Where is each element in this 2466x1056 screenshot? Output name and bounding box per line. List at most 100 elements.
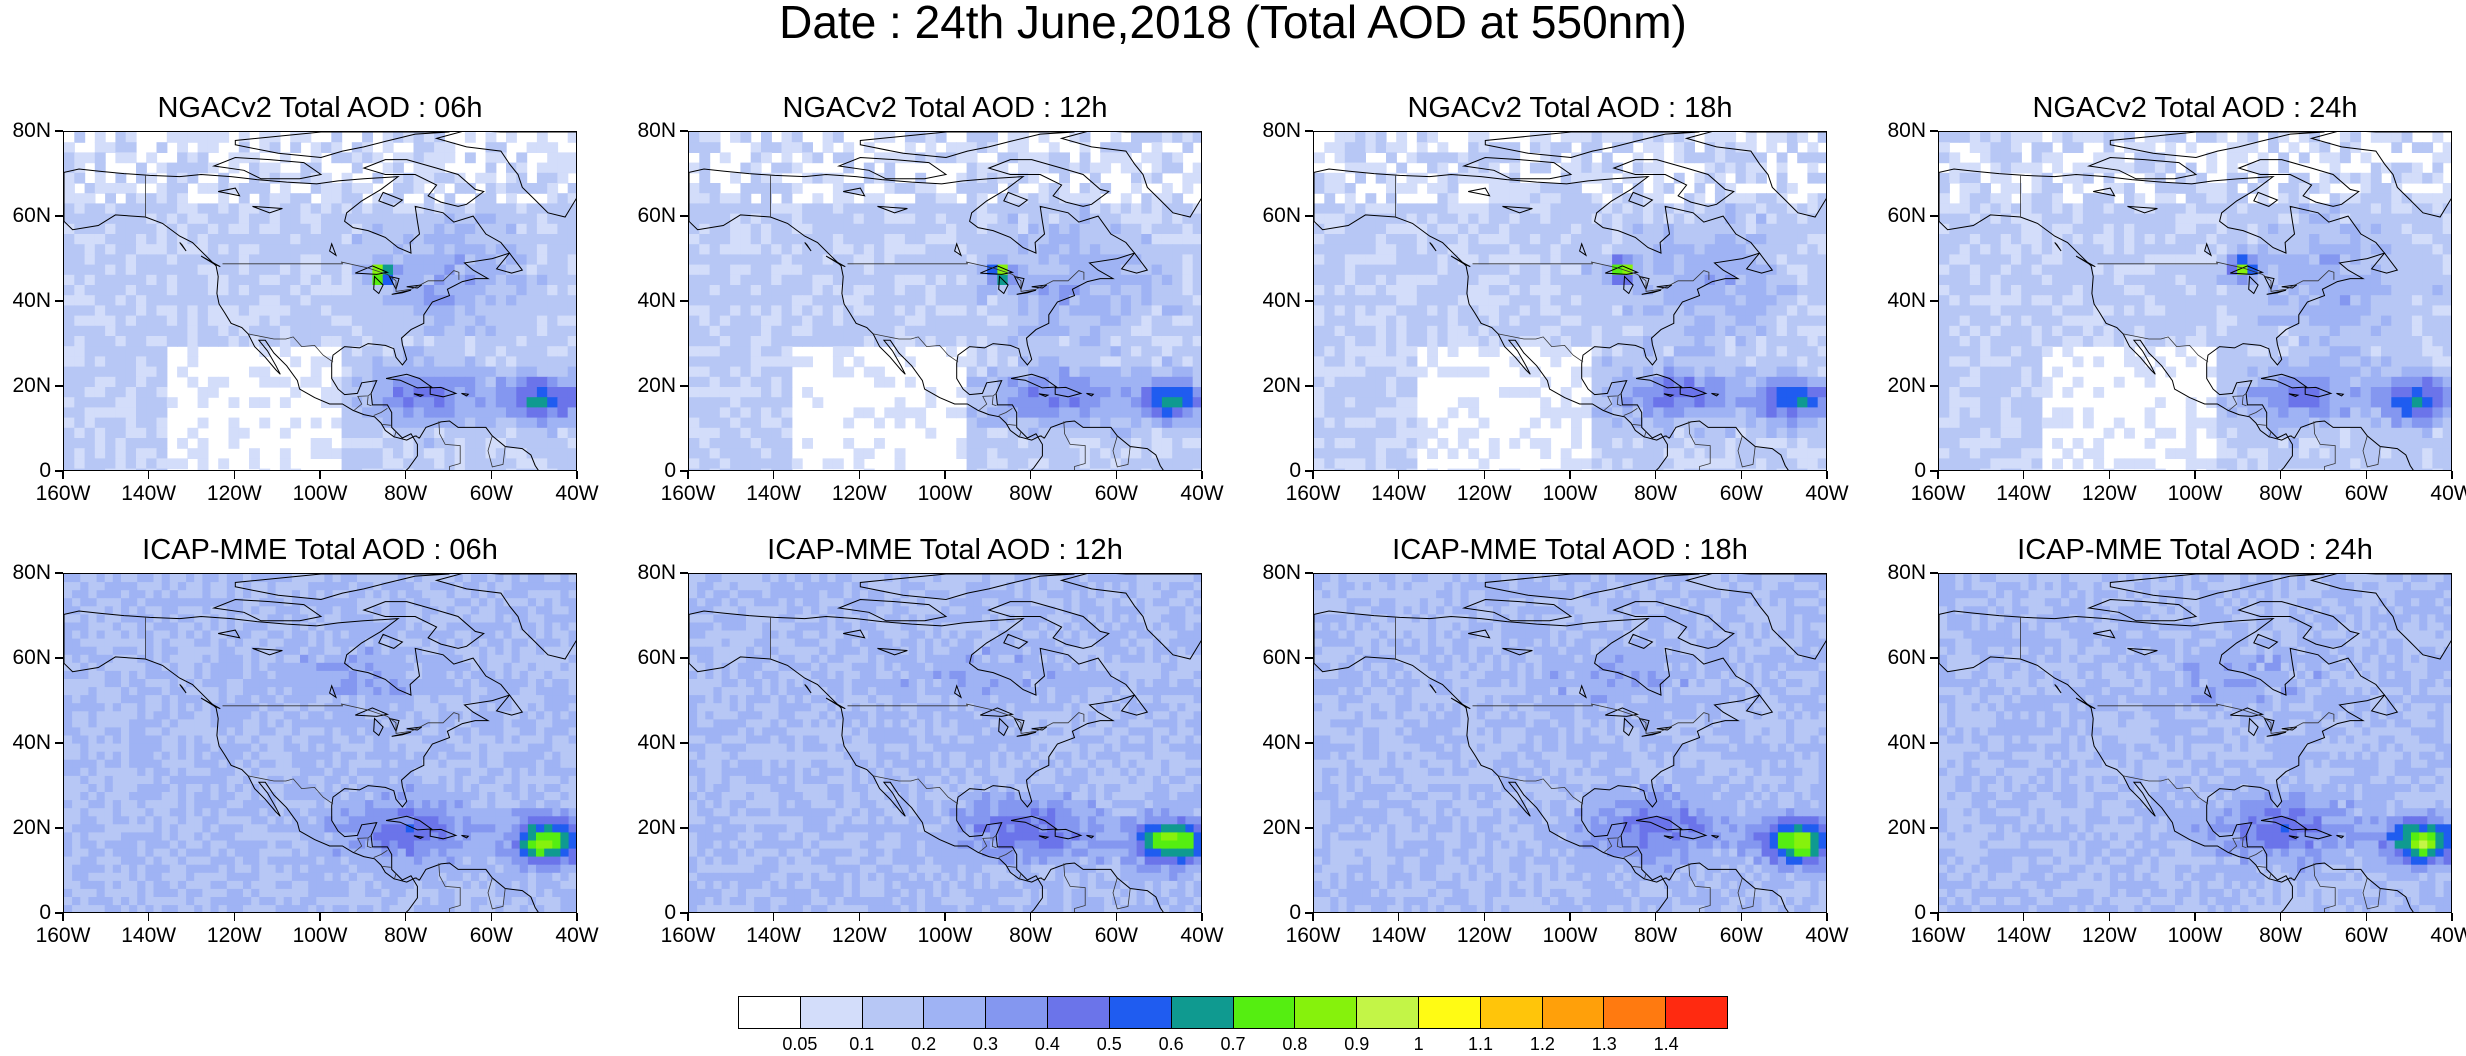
colorbar-swatch: [739, 997, 801, 1028]
lat-tick: [1930, 572, 1938, 574]
lat-tick: [1930, 470, 1938, 472]
lat-tick: [680, 742, 688, 744]
lon-tick-label: 100W: [2167, 482, 2223, 505]
aod-field-map: [64, 574, 576, 912]
lon-tick: [1115, 471, 1118, 479]
map-plot-area: [688, 131, 1202, 471]
lat-tick: [1305, 572, 1313, 574]
lat-tick: [55, 827, 63, 829]
lat-tick: [680, 572, 688, 574]
lon-tick: [1740, 471, 1743, 479]
lat-tick-label: 20N: [12, 374, 51, 397]
lon-tick-label: 60W: [1719, 924, 1763, 947]
colorbar-tick-label: 0.7: [1220, 1034, 1246, 1054]
lat-tick-label: 80N: [12, 561, 51, 584]
lon-tick-label: 80W: [1009, 924, 1053, 947]
lat-tick-label: 60N: [1887, 646, 1926, 669]
coastlines: [64, 132, 576, 470]
lon-tick-label: 160W: [35, 924, 91, 947]
country-borders: [1395, 175, 1756, 470]
aod-grid-cells: [1314, 132, 1826, 470]
lat-tick: [1305, 130, 1313, 132]
lon-tick-label: 120W: [831, 482, 887, 505]
colorbar-tick-label: 0.2: [911, 1034, 937, 1054]
colorbar-tick-label: 1.2: [1529, 1034, 1555, 1054]
lat-tick-label: 20N: [1887, 816, 1926, 839]
lat-tick: [1305, 912, 1313, 914]
lon-tick-label: 160W: [1285, 924, 1341, 947]
lon-tick-label: 140W: [1371, 482, 1427, 505]
map-plot-area: [1938, 131, 2452, 471]
lat-tick-label: 60N: [12, 646, 51, 669]
lon-tick: [1937, 471, 1939, 479]
coastlines: [1939, 574, 2451, 912]
lat-tick: [680, 300, 688, 302]
aod-grid-cells: [689, 574, 1201, 912]
lon-tick: [1029, 913, 1032, 921]
lon-tick-label: 40W: [2430, 924, 2466, 947]
panel-title: NGACv2 Total AOD : 24h: [2032, 92, 2358, 124]
lat-tick-label: 60N: [637, 204, 676, 227]
colorbar-swatch: [1048, 997, 1110, 1028]
colorbar-swatch: [1418, 997, 1481, 1028]
lat-tick-label: 0: [1289, 901, 1301, 924]
lon-tick: [1201, 471, 1203, 479]
lon-tick: [404, 471, 407, 479]
lat-tick-label: 0: [1914, 459, 1926, 482]
lat-tick-label: 0: [1914, 901, 1926, 924]
lon-tick: [490, 913, 493, 921]
lat-tick: [1305, 215, 1313, 217]
lat-tick-label: 60N: [1262, 646, 1301, 669]
lat-tick-label: 40N: [637, 731, 676, 754]
lon-tick-label: 40W: [1180, 482, 1224, 505]
lon-tick: [1312, 471, 1314, 479]
lon-tick-label: 80W: [2259, 924, 2303, 947]
lon-tick: [687, 913, 689, 921]
lat-tick-label: 80N: [12, 119, 51, 142]
map-plot-area: [688, 573, 1202, 913]
lon-tick-label: 60W: [2344, 482, 2388, 505]
lon-tick: [404, 913, 407, 921]
lon-tick-label: 160W: [660, 482, 716, 505]
lon-tick-label: 120W: [831, 924, 887, 947]
colorbar-swatch: [986, 997, 1049, 1028]
lon-tick-label: 140W: [1996, 924, 2052, 947]
coastlines: [1939, 132, 2451, 470]
aod-grid-cells: [64, 132, 576, 470]
lat-tick: [55, 300, 63, 302]
lat-tick-label: 80N: [637, 561, 676, 584]
lon-tick: [147, 471, 150, 479]
colorbar-tick-label: 0.5: [1096, 1034, 1122, 1054]
lat-tick-label: 0: [664, 459, 676, 482]
lat-tick: [55, 130, 63, 132]
colorbar-tick-label: 0.3: [972, 1034, 999, 1054]
lat-tick-label: 60N: [637, 646, 676, 669]
lat-tick: [1930, 300, 1938, 302]
lon-tick-label: 140W: [746, 482, 802, 505]
aod-grid-cells: [64, 574, 576, 912]
lon-tick: [147, 913, 150, 921]
coastlines: [1314, 574, 1826, 912]
lon-tick: [62, 913, 64, 921]
lat-tick: [55, 657, 63, 659]
lat-tick: [1930, 130, 1938, 132]
lat-tick-label: 20N: [637, 374, 676, 397]
lon-tick: [2108, 913, 2111, 921]
lat-tick-label: 60N: [1262, 204, 1301, 227]
lat-tick-label: 20N: [1887, 374, 1926, 397]
colorbar-swatch: [1542, 997, 1605, 1028]
lon-tick: [319, 913, 321, 921]
lat-tick: [1930, 657, 1938, 659]
lon-tick: [2451, 471, 2453, 479]
lon-tick-label: 140W: [121, 482, 177, 505]
panel-title: NGACv2 Total AOD : 18h: [1407, 92, 1733, 124]
colorbar-swatch: [1295, 997, 1358, 1028]
lat-tick: [1305, 742, 1313, 744]
lon-tick: [1397, 913, 1400, 921]
lat-tick-label: 80N: [1887, 561, 1926, 584]
lon-tick-label: 80W: [1634, 924, 1678, 947]
figure-title: Date : 24th June,2018 (Total AOD at 550n…: [779, 0, 1687, 48]
lat-tick: [680, 470, 688, 472]
lon-tick: [944, 471, 946, 479]
lon-tick-label: 120W: [1456, 482, 1512, 505]
